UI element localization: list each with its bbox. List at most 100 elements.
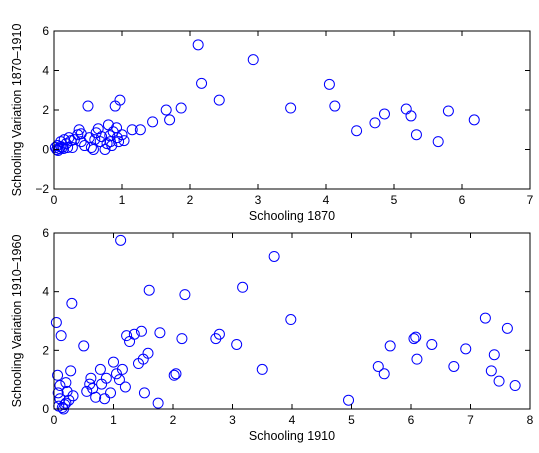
data-point bbox=[124, 336, 136, 348]
data-point bbox=[105, 387, 117, 399]
x-tick-label: 0 bbox=[51, 193, 58, 207]
y-tick-label: 4 bbox=[42, 285, 49, 299]
data-point bbox=[113, 136, 125, 148]
data-point bbox=[90, 391, 102, 403]
data-point bbox=[55, 330, 67, 342]
data-point bbox=[66, 142, 78, 154]
data-point bbox=[99, 144, 111, 155]
data-point bbox=[285, 102, 297, 114]
data-point bbox=[115, 234, 127, 246]
data-point bbox=[237, 281, 249, 293]
data-point bbox=[138, 387, 150, 399]
plot-frame bbox=[53, 30, 531, 190]
data-point bbox=[65, 365, 77, 377]
data-point bbox=[213, 328, 225, 340]
x-tick-label: 3 bbox=[255, 193, 262, 207]
data-point bbox=[509, 380, 521, 392]
data-point bbox=[55, 141, 67, 153]
data-point bbox=[442, 105, 454, 117]
x-tick-label: 3 bbox=[229, 413, 236, 427]
data-point bbox=[164, 114, 176, 126]
x-tick-label: 8 bbox=[527, 413, 534, 427]
data-point bbox=[121, 330, 133, 342]
data-point bbox=[488, 349, 500, 361]
data-point bbox=[96, 131, 108, 143]
data-point bbox=[134, 124, 146, 136]
data-point bbox=[85, 372, 97, 384]
x-tick-label: 1 bbox=[110, 413, 117, 427]
data-point bbox=[135, 325, 147, 337]
data-point bbox=[52, 387, 64, 399]
data-point bbox=[247, 54, 259, 66]
y-tick-label: 2 bbox=[42, 343, 49, 357]
x-tick-label: 1 bbox=[119, 193, 126, 207]
data-point bbox=[128, 328, 140, 340]
data-point bbox=[432, 136, 444, 148]
data-point bbox=[160, 104, 172, 116]
data-point bbox=[78, 340, 90, 352]
data-point bbox=[147, 116, 159, 128]
y-tick-label: 6 bbox=[42, 24, 49, 38]
data-point bbox=[79, 140, 91, 152]
data-point bbox=[210, 333, 222, 345]
y-axis-label: Schooling Variation 1870–1910 bbox=[10, 24, 24, 197]
data-point bbox=[176, 333, 188, 345]
data-point bbox=[50, 316, 62, 328]
data-point bbox=[114, 94, 126, 106]
data-point bbox=[142, 347, 154, 359]
x-tick-label: 2 bbox=[187, 193, 194, 207]
plot-frame bbox=[53, 232, 531, 410]
x-tick-label: 6 bbox=[459, 193, 466, 207]
data-point bbox=[378, 108, 390, 120]
x-axis-ticks: 0 1 2 3 4 5 6 7 8 bbox=[51, 233, 534, 427]
x-axis-label: Schooling 1910 bbox=[249, 429, 335, 443]
data-point bbox=[369, 117, 381, 129]
data-point bbox=[113, 374, 125, 386]
data-point bbox=[110, 368, 122, 380]
data-point bbox=[196, 77, 208, 89]
y-tick-label: −2 bbox=[35, 182, 49, 196]
data-point bbox=[126, 124, 138, 136]
data-point bbox=[66, 297, 78, 309]
data-point bbox=[192, 39, 204, 51]
data-point bbox=[468, 114, 480, 126]
x-tick-label: 4 bbox=[323, 193, 330, 207]
x-tick-label: 7 bbox=[467, 413, 474, 427]
y-axis-ticks: −2 0 2 4 6 bbox=[35, 24, 530, 196]
data-point bbox=[89, 134, 101, 146]
data-point bbox=[479, 312, 491, 324]
data-point bbox=[63, 394, 75, 406]
data-point bbox=[231, 338, 243, 350]
data-point bbox=[460, 343, 472, 355]
data-point bbox=[329, 100, 341, 112]
data-point bbox=[448, 360, 460, 372]
data-point bbox=[168, 369, 180, 381]
data-point bbox=[118, 135, 130, 147]
x-tick-label: 6 bbox=[408, 413, 415, 427]
data-point bbox=[343, 394, 355, 406]
data-point bbox=[119, 381, 131, 393]
data-point bbox=[175, 102, 187, 114]
data-point bbox=[485, 365, 497, 377]
y-tick-label: 2 bbox=[42, 103, 49, 117]
data-point bbox=[351, 125, 363, 137]
data-point bbox=[61, 385, 73, 397]
data-point bbox=[59, 399, 71, 411]
x-axis-ticks: 0 1 2 3 4 5 6 7 bbox=[51, 31, 534, 207]
data-point bbox=[85, 142, 97, 154]
x-axis-label: Schooling 1870 bbox=[249, 209, 335, 223]
data-point bbox=[285, 314, 297, 326]
x-tick-label: 5 bbox=[391, 193, 398, 207]
data-point bbox=[82, 100, 94, 112]
data-point bbox=[67, 390, 79, 402]
x-tick-label: 5 bbox=[348, 413, 355, 427]
data-point bbox=[213, 94, 225, 106]
data-point bbox=[256, 363, 268, 375]
data-point bbox=[92, 123, 104, 135]
x-tick-label: 2 bbox=[170, 413, 177, 427]
y-axis-label: Schooling Variation 1910–1960 bbox=[10, 235, 24, 408]
data-point bbox=[378, 368, 390, 380]
data-point bbox=[143, 284, 155, 296]
